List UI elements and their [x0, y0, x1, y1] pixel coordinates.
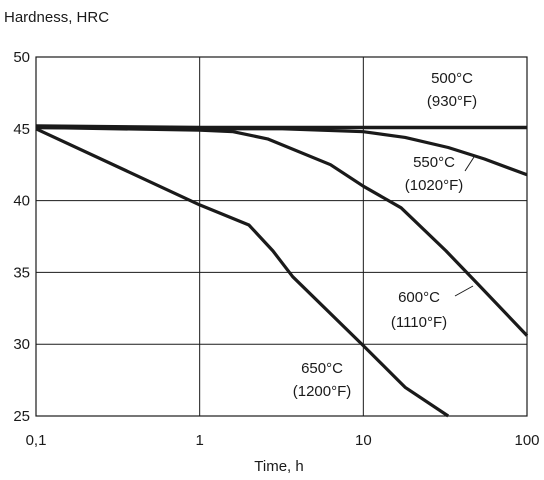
x-tick-label: 100	[514, 432, 539, 449]
series-label-2-line-2: (1110°F)	[391, 314, 447, 331]
series-labels: 500°C (930°F) 550°C (1020°F) 600°C (1110°F) 65…	[293, 70, 477, 400]
x-tick-label: 0,1	[26, 432, 47, 449]
y-tick-label: 40	[13, 193, 30, 210]
series-label-1-line-2: (1020°F)	[405, 177, 464, 194]
x-axis-title: Time, h	[254, 458, 303, 475]
series-label-1-line-1: 550°C	[413, 154, 455, 171]
series-line-2	[35, 125, 529, 337]
series-label-3-line-2: (1200°F)	[293, 383, 352, 400]
x-tick-labels: 0,1 1 10 100	[26, 432, 540, 449]
x-tick-label: 1	[195, 432, 203, 449]
series-line-1	[35, 125, 528, 177]
series-label-2-line-1: 600°C	[398, 289, 440, 306]
series-label-0-line-2: (930°F)	[427, 93, 477, 110]
series-label-0-line-1: 500°C	[431, 70, 473, 87]
y-tick-label: 35	[13, 264, 30, 281]
series-label-leader-2	[454, 285, 474, 297]
y-tick-label: 25	[13, 408, 30, 425]
series-label-3-line-1: 650°C	[301, 360, 343, 377]
x-tick-label: 10	[355, 432, 372, 449]
grid	[35, 56, 528, 417]
series-lines	[35, 124, 529, 418]
y-tick-labels: 25 30 35 40 45 50	[13, 49, 30, 425]
series-label-leader-1	[464, 156, 475, 172]
y-tick-label: 30	[13, 336, 30, 353]
series-line-3	[35, 127, 450, 418]
y-tick-label: 45	[13, 121, 30, 138]
y-axis-title: Hardness, HRC	[4, 9, 109, 26]
y-tick-label: 50	[13, 49, 30, 66]
plot-frame	[35, 56, 528, 417]
